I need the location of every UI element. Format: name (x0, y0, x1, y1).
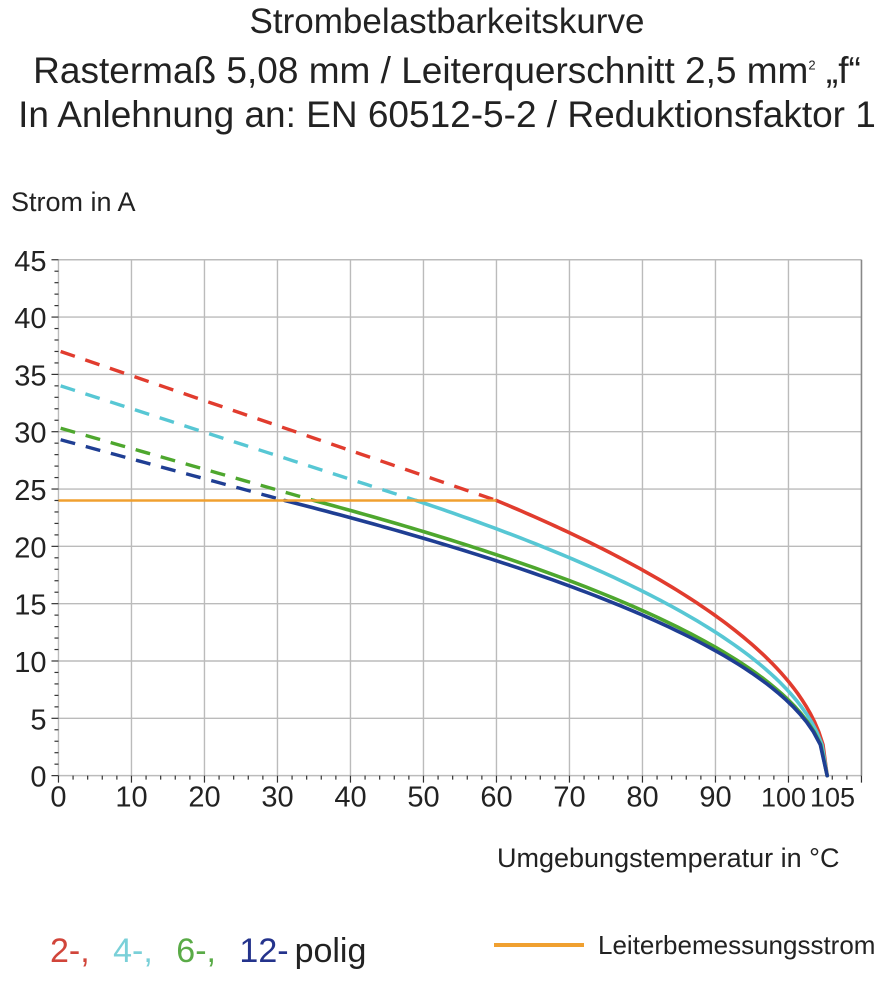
svg-text:105: 105 (810, 783, 855, 813)
svg-text:10: 10 (115, 782, 147, 814)
svg-text:80: 80 (626, 782, 658, 814)
svg-text:45: 45 (14, 246, 46, 278)
svg-text:50: 50 (407, 782, 439, 814)
svg-text:10: 10 (14, 647, 46, 679)
svg-text:20: 20 (14, 532, 46, 564)
svg-text:30: 30 (14, 418, 46, 450)
svg-text:25: 25 (14, 475, 46, 507)
svg-text:30: 30 (261, 782, 293, 814)
svg-text:0: 0 (30, 762, 46, 794)
svg-text:90: 90 (699, 782, 731, 814)
svg-text:0: 0 (50, 782, 66, 814)
svg-text:40: 40 (14, 303, 46, 335)
svg-text:70: 70 (553, 782, 585, 814)
svg-text:100: 100 (761, 783, 806, 813)
svg-text:5: 5 (30, 704, 46, 736)
svg-text:35: 35 (14, 360, 46, 392)
svg-text:60: 60 (480, 782, 512, 814)
svg-text:20: 20 (188, 782, 220, 814)
svg-text:15: 15 (14, 590, 46, 622)
svg-text:40: 40 (334, 782, 366, 814)
